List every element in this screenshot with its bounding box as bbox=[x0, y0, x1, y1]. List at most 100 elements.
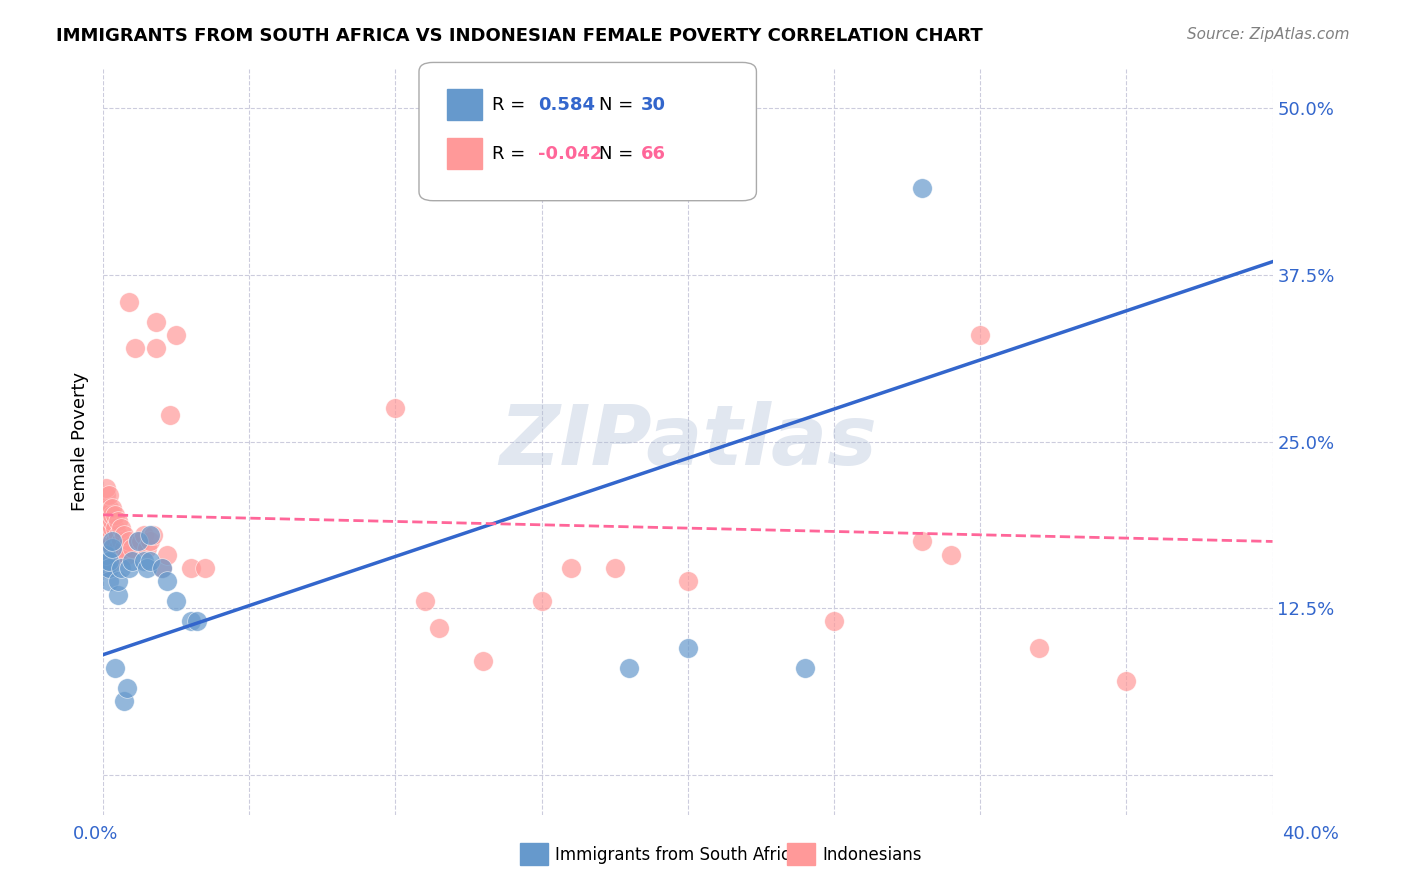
Point bbox=[139, 528, 162, 542]
Point bbox=[145, 315, 167, 329]
Point bbox=[180, 615, 202, 629]
Point bbox=[156, 548, 179, 562]
Point bbox=[159, 408, 181, 422]
Point bbox=[104, 661, 127, 675]
Point bbox=[107, 541, 129, 555]
Point bbox=[156, 574, 179, 589]
Point bbox=[107, 574, 129, 589]
Point bbox=[136, 541, 159, 555]
Text: IMMIGRANTS FROM SOUTH AFRICA VS INDONESIAN FEMALE POVERTY CORRELATION CHART: IMMIGRANTS FROM SOUTH AFRICA VS INDONESI… bbox=[56, 27, 983, 45]
Point bbox=[603, 561, 626, 575]
Point bbox=[911, 181, 934, 195]
Point bbox=[1028, 640, 1050, 655]
Point bbox=[104, 508, 127, 522]
Text: 0.0%: 0.0% bbox=[73, 825, 118, 843]
Point bbox=[560, 561, 582, 575]
Point bbox=[413, 594, 436, 608]
Point bbox=[165, 594, 187, 608]
Point bbox=[129, 534, 152, 549]
Point bbox=[530, 594, 553, 608]
Point bbox=[793, 661, 815, 675]
Point bbox=[101, 508, 124, 522]
Point bbox=[107, 515, 129, 529]
Point bbox=[94, 561, 117, 575]
Point bbox=[98, 561, 121, 575]
Point bbox=[142, 528, 165, 542]
Point bbox=[384, 401, 406, 416]
Point bbox=[911, 534, 934, 549]
Point bbox=[110, 534, 132, 549]
Point bbox=[98, 534, 121, 549]
Point bbox=[969, 328, 991, 343]
Point bbox=[136, 561, 159, 575]
Point bbox=[94, 521, 117, 535]
Point bbox=[145, 341, 167, 355]
Point bbox=[94, 488, 117, 502]
Point bbox=[132, 528, 155, 542]
Point bbox=[115, 548, 138, 562]
Point bbox=[150, 561, 173, 575]
Point bbox=[94, 554, 117, 568]
Point bbox=[427, 621, 450, 635]
Text: -0.042: -0.042 bbox=[538, 145, 603, 163]
Point bbox=[104, 548, 127, 562]
Point bbox=[101, 501, 124, 516]
Text: R =: R = bbox=[492, 145, 526, 163]
Point bbox=[98, 554, 121, 568]
Point bbox=[98, 488, 121, 502]
Point bbox=[939, 548, 962, 562]
Point bbox=[472, 654, 495, 668]
Point bbox=[104, 534, 127, 549]
Point bbox=[121, 541, 143, 555]
Point bbox=[98, 541, 121, 555]
Point bbox=[94, 561, 117, 575]
Text: Immigrants from South Africa: Immigrants from South Africa bbox=[555, 846, 800, 863]
Point bbox=[94, 548, 117, 562]
Point bbox=[94, 534, 117, 549]
Point bbox=[98, 501, 121, 516]
Text: 0.584: 0.584 bbox=[538, 96, 596, 114]
Point bbox=[112, 528, 135, 542]
Point bbox=[101, 534, 124, 549]
Point bbox=[101, 541, 124, 555]
Point bbox=[127, 534, 149, 549]
Point bbox=[121, 554, 143, 568]
Point bbox=[139, 534, 162, 549]
Point bbox=[127, 534, 149, 549]
Text: N =: N = bbox=[599, 145, 633, 163]
Text: ZIPatlas: ZIPatlas bbox=[499, 401, 877, 482]
Point bbox=[118, 561, 141, 575]
Point bbox=[104, 521, 127, 535]
Point bbox=[165, 328, 187, 343]
Point bbox=[107, 588, 129, 602]
Point bbox=[676, 574, 699, 589]
Point bbox=[101, 541, 124, 555]
Point bbox=[94, 515, 117, 529]
Point bbox=[98, 574, 121, 589]
Point bbox=[124, 341, 146, 355]
Point bbox=[94, 554, 117, 568]
Point bbox=[94, 481, 117, 495]
Point bbox=[98, 521, 121, 535]
Point bbox=[118, 534, 141, 549]
Point bbox=[94, 501, 117, 516]
Point bbox=[186, 615, 208, 629]
Point bbox=[110, 561, 132, 575]
Point bbox=[150, 561, 173, 575]
Text: Indonesians: Indonesians bbox=[823, 846, 922, 863]
Point bbox=[94, 548, 117, 562]
Text: N =: N = bbox=[599, 96, 633, 114]
Text: 66: 66 bbox=[641, 145, 666, 163]
Point bbox=[676, 640, 699, 655]
Point bbox=[1115, 674, 1137, 689]
Text: Source: ZipAtlas.com: Source: ZipAtlas.com bbox=[1187, 27, 1350, 42]
Point bbox=[139, 554, 162, 568]
Point bbox=[101, 521, 124, 535]
Point bbox=[101, 515, 124, 529]
Point bbox=[112, 541, 135, 555]
Text: 30: 30 bbox=[641, 96, 666, 114]
Point bbox=[110, 521, 132, 535]
Point bbox=[115, 681, 138, 695]
Point bbox=[180, 561, 202, 575]
Point bbox=[823, 615, 845, 629]
